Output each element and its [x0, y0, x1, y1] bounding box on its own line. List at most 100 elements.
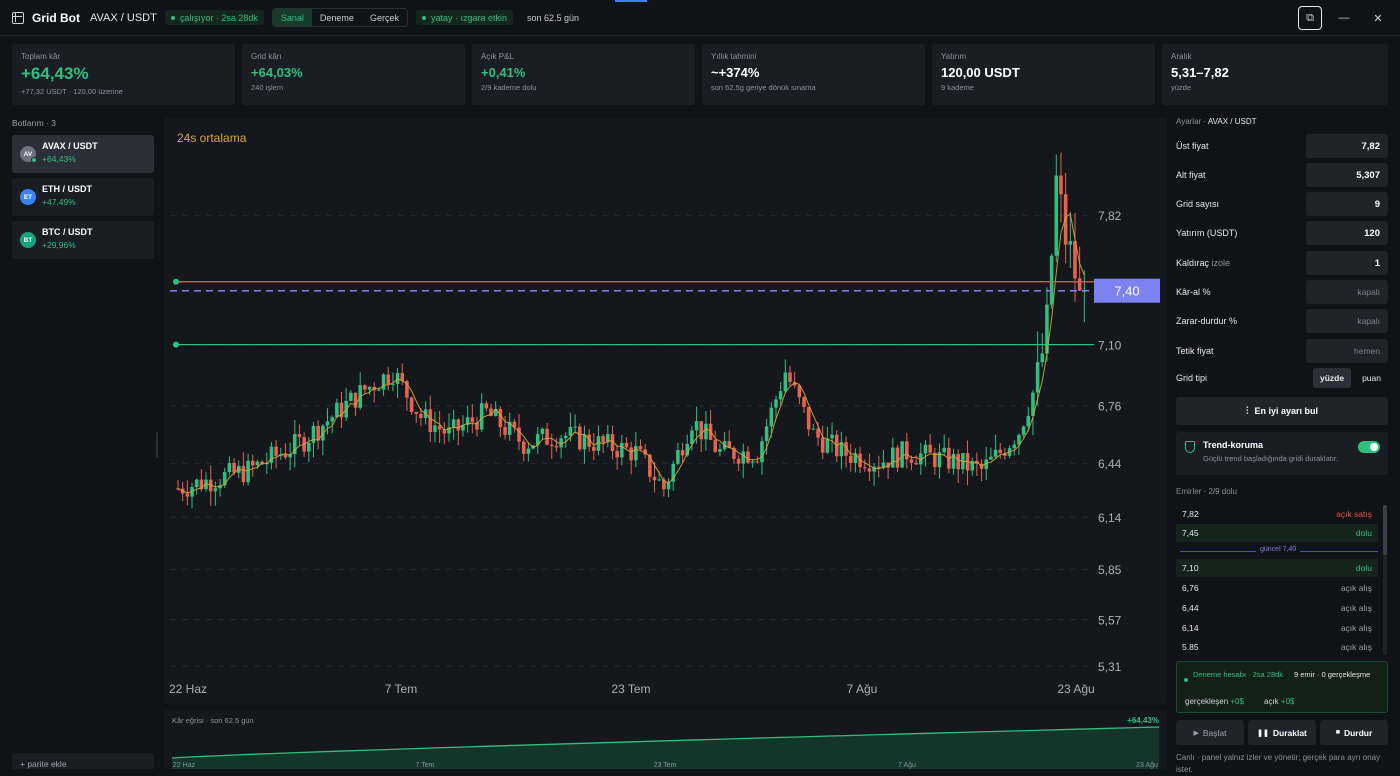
candle-body	[185, 493, 190, 497]
candle-body	[933, 452, 937, 468]
stop-button[interactable]: ■ Durdur	[1320, 720, 1388, 745]
candle-body	[1077, 278, 1082, 291]
orders-title: Emirler · 2/9 dolu	[1176, 487, 1237, 496]
mode-sanal[interactable]: Sanal	[272, 9, 312, 26]
candle-body	[545, 428, 549, 445]
period-label: son 62.5 gün	[527, 12, 580, 23]
setting-label: Kâr-al %	[1176, 287, 1211, 297]
setting-label: Kaldıraç izole	[1176, 258, 1230, 268]
candle-body	[470, 417, 475, 423]
candle-body	[792, 382, 797, 386]
candle-body	[587, 434, 591, 447]
trigger-price-input[interactable]: hemen	[1306, 339, 1388, 363]
stat-total-profit: Toplam kâr +64,43% +77,32 USDT · 120,00 …	[12, 44, 235, 105]
investment-input[interactable]: 120	[1306, 221, 1388, 245]
avatar: BT	[20, 232, 36, 248]
candle-body	[1059, 175, 1063, 195]
lower-price-input[interactable]: 5,307	[1306, 163, 1388, 187]
best-button-label: En iyi ayarı bul	[1254, 406, 1319, 416]
stat-value: 120,00 USDT	[941, 65, 1020, 80]
leverage-input[interactable]: 1	[1306, 251, 1388, 275]
upper-price-input[interactable]: 7,82	[1306, 134, 1388, 158]
candle-body	[638, 446, 643, 450]
candle-body	[853, 453, 858, 463]
stat-sub: +77,32 USDT · 120,00 üzerine	[21, 87, 123, 96]
candle-body	[895, 447, 900, 468]
grid-type-percent[interactable]: yüzde	[1312, 368, 1352, 388]
candle-body	[825, 438, 830, 453]
candle-body	[606, 434, 610, 443]
candle-body	[363, 385, 367, 390]
average-line	[177, 213, 1085, 494]
pause-button[interactable]: ❚❚ Duraklat	[1248, 720, 1316, 745]
y-tick-label: 5,57	[1098, 614, 1122, 628]
pause-icon: ❚❚	[1257, 729, 1269, 737]
sidebar-item-btc[interactable]: BT BTC / USDT +29,96%	[12, 221, 154, 259]
candle-body	[1021, 426, 1026, 435]
order-row: 6,14 açık alış	[1176, 619, 1378, 637]
candle-body	[433, 425, 437, 433]
candle-body	[475, 422, 479, 430]
order-status: açık alış	[1340, 642, 1372, 652]
candle-body	[690, 430, 694, 444]
minimize-icon[interactable]: —	[1338, 12, 1350, 24]
stop-loss-input[interactable]: kapalı	[1306, 309, 1388, 333]
stat-label: Grid kârı	[251, 52, 282, 61]
sandbox-account: Deneme hesabı · 2sa 28dk	[1193, 670, 1284, 679]
mode-deneme[interactable]: Deneme	[319, 12, 354, 23]
candle-body	[993, 449, 998, 457]
start-button[interactable]: ▶ Başlat	[1176, 720, 1244, 745]
order-status: açık alış	[1340, 603, 1372, 613]
candle-body	[811, 428, 816, 430]
candle-body	[297, 434, 302, 438]
candle-body	[255, 461, 260, 466]
candle-body	[830, 434, 834, 439]
resize-handle[interactable]	[156, 432, 158, 458]
candle-body	[208, 479, 213, 492]
close-icon[interactable]: ✕	[1373, 12, 1383, 25]
orders-scroll-thumb[interactable]	[1383, 505, 1387, 555]
leverage-mode: izole	[1211, 258, 1231, 268]
candle-body	[783, 372, 788, 392]
stop-label: Durdur	[1343, 727, 1373, 738]
candle-body	[937, 452, 942, 468]
order-price: 7,82	[1182, 509, 1199, 519]
grid-count-input[interactable]: 9	[1306, 192, 1388, 216]
y-tick-label: 6,76	[1098, 400, 1122, 414]
setting-label: Üst fiyat	[1176, 141, 1209, 151]
candle-body	[339, 402, 344, 418]
candle-body	[283, 454, 288, 458]
candle-body	[989, 456, 993, 460]
candle-body	[274, 446, 278, 456]
candle-body	[194, 479, 199, 487]
sidebar-item-avax[interactable]: AV AVAX / USDT +64,43%	[12, 135, 154, 173]
add-pair-button[interactable]: + parite ekle	[12, 753, 154, 769]
take-profit-input[interactable]: kapalı	[1306, 280, 1388, 304]
setting-label: Alt fiyat	[1176, 170, 1206, 180]
order-row: 7,10 dolu	[1176, 559, 1378, 577]
price-chart[interactable]: 7,82 7,10 6,76 6,44 6,14 5,85 5,57 5,31 22 Haz 7 …	[164, 117, 1167, 704]
x-tick-label: 23 Ağu	[1057, 682, 1094, 696]
orders-scrollbar[interactable]	[1383, 505, 1387, 655]
candle-body	[778, 391, 783, 400]
order-status: dolu	[1355, 563, 1372, 573]
order-price: 6,76	[1182, 583, 1199, 593]
stat-value: ~+374%	[711, 65, 760, 80]
trend-toggle[interactable]	[1358, 441, 1380, 453]
candle-body	[750, 461, 755, 463]
candle-body	[891, 447, 895, 468]
candle-body	[657, 479, 661, 481]
setting-label: Tetik fiyat	[1176, 346, 1214, 356]
realized-label: gerçekleşen	[1185, 697, 1229, 706]
sandbox-orders: 9 emir · 0 gerçekleşme	[1294, 670, 1371, 679]
candle-body	[493, 408, 498, 417]
candle-body	[914, 462, 918, 465]
candle-body	[447, 427, 451, 434]
sidebar-item-eth[interactable]: ET ETH / USDT +47,49%	[12, 178, 154, 216]
find-best-settings-button[interactable]: ⫶ En iyi ayarı bul	[1176, 397, 1388, 425]
restore-icon[interactable]: ⧉	[1298, 6, 1322, 30]
equity-x-tick: 22 Haz	[173, 762, 196, 769]
mode-gercek[interactable]: Gerçek	[369, 12, 399, 23]
order-status: dolu	[1355, 528, 1372, 538]
grid-type-point[interactable]: puan	[1362, 373, 1381, 383]
